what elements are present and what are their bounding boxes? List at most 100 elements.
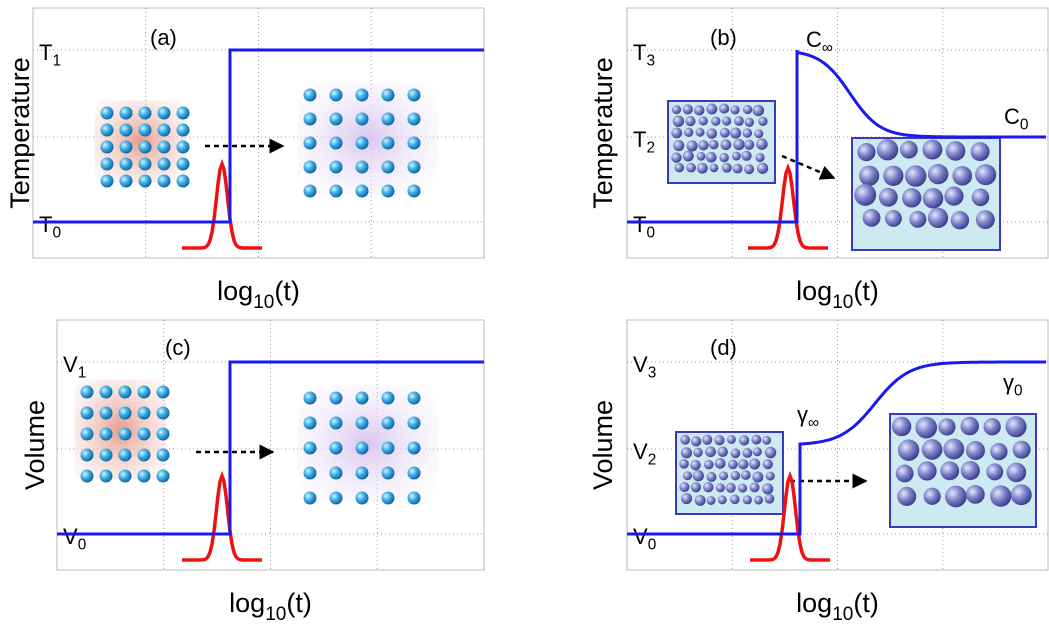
particle — [734, 116, 744, 126]
particle — [938, 418, 956, 436]
level-label: V0 — [633, 524, 656, 554]
particle — [726, 434, 736, 444]
particle — [744, 164, 755, 175]
atom — [329, 491, 343, 505]
particle — [702, 434, 713, 445]
arrow — [781, 154, 836, 180]
atom — [119, 106, 133, 120]
annotation-main: C — [1004, 104, 1020, 129]
particle — [758, 116, 768, 126]
atom — [381, 160, 395, 174]
level-label-sub: 0 — [648, 537, 657, 554]
atom — [329, 112, 343, 126]
particle — [738, 459, 749, 470]
x-label-sub: 10 — [253, 292, 274, 313]
atom — [407, 112, 421, 126]
particle — [952, 165, 973, 186]
atom — [100, 174, 114, 188]
atom — [381, 466, 395, 480]
atom — [119, 140, 133, 154]
pulse — [748, 163, 828, 250]
particle — [671, 105, 682, 115]
particle — [1010, 484, 1032, 506]
particle — [672, 115, 685, 127]
atom — [156, 406, 170, 420]
level-label-sub: 3 — [646, 53, 655, 70]
pulse — [182, 470, 262, 562]
atom — [100, 123, 114, 137]
atom — [381, 136, 395, 150]
atom — [407, 391, 421, 405]
atom — [355, 88, 369, 102]
atom — [329, 466, 343, 480]
annotation: C0 — [1004, 104, 1028, 134]
atom — [118, 427, 132, 441]
atom — [303, 416, 317, 430]
atom — [329, 136, 343, 150]
atom — [138, 123, 152, 137]
particle — [975, 164, 997, 186]
atom — [176, 157, 190, 171]
x-label-base: log — [796, 276, 832, 306]
pulse — [750, 470, 830, 562]
annotation-sub: ∞ — [808, 415, 819, 432]
atom — [118, 448, 132, 462]
atom — [407, 466, 421, 480]
particle — [740, 470, 751, 480]
particle — [923, 487, 941, 505]
particle — [897, 486, 917, 506]
x-axis-label: log10(t) — [796, 588, 879, 625]
particle — [927, 163, 949, 185]
particle — [909, 210, 927, 228]
atom — [156, 427, 170, 441]
particle — [764, 493, 775, 504]
atom — [118, 469, 132, 483]
particle — [732, 163, 743, 174]
particle — [682, 471, 693, 481]
particle — [1006, 462, 1027, 483]
particle — [730, 494, 740, 505]
particle — [854, 183, 877, 206]
panel-label: (d) — [710, 335, 737, 360]
particle — [695, 127, 705, 137]
particle — [944, 186, 964, 206]
particle — [703, 481, 714, 493]
particle — [897, 439, 920, 461]
particle — [895, 464, 914, 483]
particle — [737, 483, 748, 493]
atom — [176, 106, 190, 120]
atom — [329, 391, 343, 405]
atom — [407, 88, 421, 102]
panel-label: (c) — [165, 335, 191, 360]
particle — [714, 435, 725, 446]
particle — [698, 140, 709, 151]
atom — [303, 466, 317, 480]
particle — [674, 162, 685, 173]
particle — [990, 442, 1008, 461]
annotation-sub: ∞ — [822, 40, 833, 57]
level-label-main: V — [63, 524, 78, 549]
particle — [717, 446, 728, 457]
annotation-sub: 0 — [1020, 117, 1029, 134]
atom — [355, 160, 369, 174]
atom — [100, 106, 114, 120]
particle — [690, 436, 702, 447]
particle — [915, 416, 938, 439]
particle — [682, 104, 693, 115]
annotation-sub: 0 — [1014, 383, 1023, 400]
x-label-sub: 10 — [832, 604, 853, 625]
annotation-main: γ — [797, 402, 808, 427]
particle — [859, 165, 880, 186]
particle — [696, 151, 706, 161]
atom — [329, 441, 343, 455]
atom — [157, 106, 171, 120]
particle — [696, 162, 708, 174]
atom — [118, 406, 132, 420]
atom — [303, 136, 317, 150]
atom — [329, 160, 343, 174]
level-label-sub: 1 — [52, 53, 61, 70]
particle — [917, 461, 937, 481]
pulse — [182, 158, 262, 250]
atom — [381, 441, 395, 455]
atom — [118, 385, 132, 399]
